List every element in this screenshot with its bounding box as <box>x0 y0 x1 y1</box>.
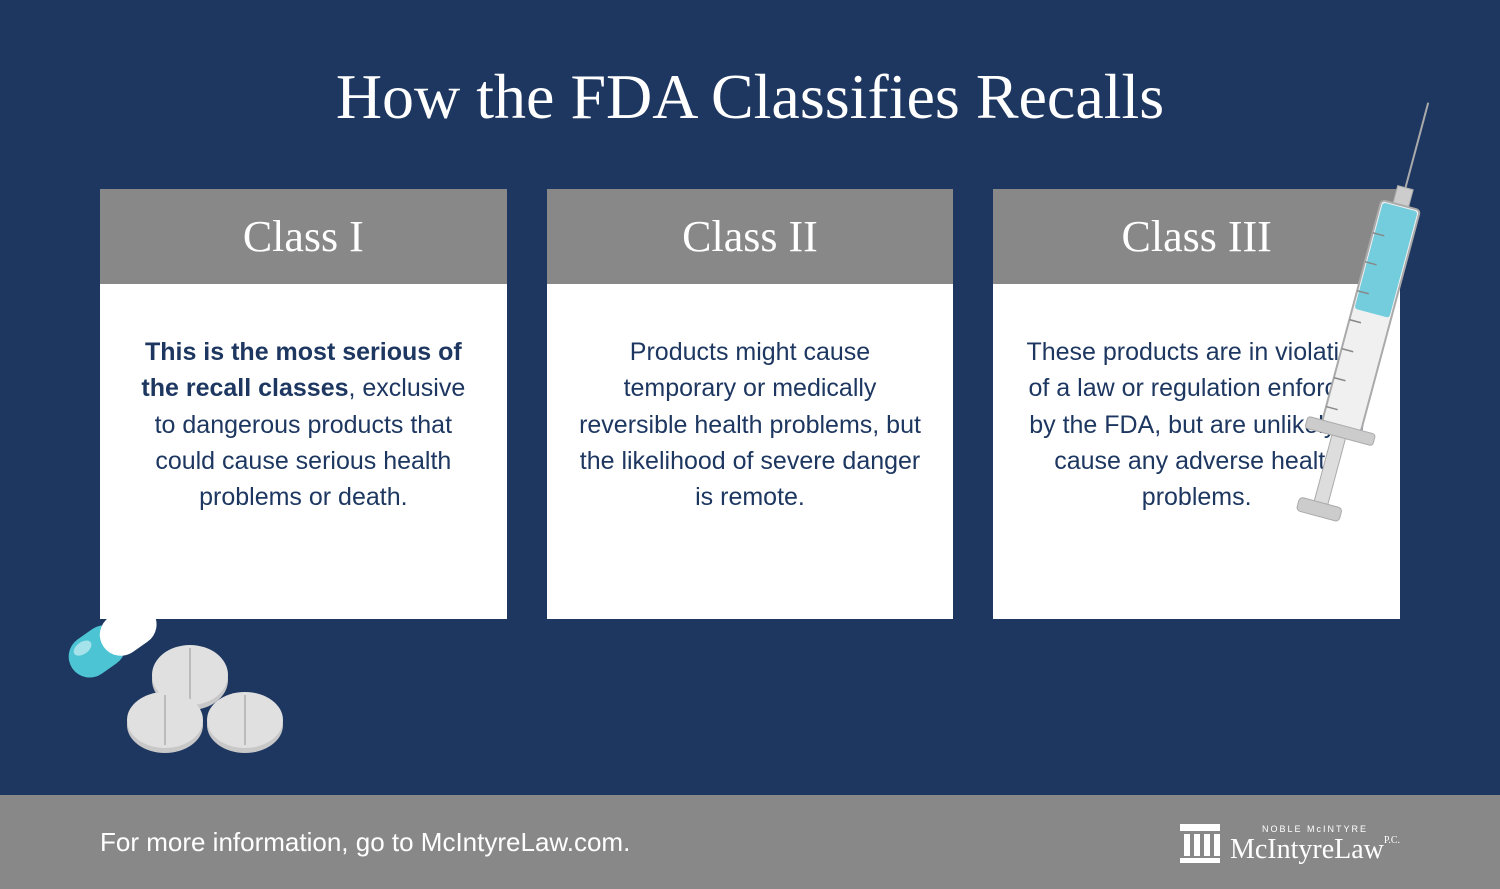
footer-bar: For more information, go to McIntyreLaw.… <box>0 795 1500 889</box>
brand-logo: NOBLE McINTYRE McIntyreLawP.C. <box>1178 820 1400 864</box>
card-body-2: Products might cause temporary or medica… <box>547 284 954 619</box>
logo-suffix: P.C. <box>1384 835 1400 846</box>
card-text-3: These products are in violation of a law… <box>1026 338 1366 511</box>
page-title: How the FDA Classifies Recalls <box>100 60 1400 134</box>
card-body-3: These products are in violation of a law… <box>993 284 1400 619</box>
card-class-3: Class III These products are in violatio… <box>993 189 1400 619</box>
pillar-icon <box>1178 820 1222 864</box>
logo-text: NOBLE McINTYRE McIntyreLawP.C. <box>1230 825 1400 864</box>
logo-main-text: McIntyreLaw <box>1230 834 1384 865</box>
footer-text: For more information, go to McIntyreLaw.… <box>100 827 630 858</box>
logo-main: McIntyreLawP.C. <box>1230 836 1400 864</box>
logo-top: NOBLE McINTYRE <box>1230 825 1400 834</box>
card-class-1: Class I This is the most serious of the … <box>100 189 507 619</box>
card-header-3: Class III <box>993 189 1400 284</box>
main-panel: How the FDA Classifies Recalls Class I T… <box>0 0 1500 795</box>
cards-row: Class I This is the most serious of the … <box>100 189 1400 619</box>
card-text-2: Products might cause temporary or medica… <box>579 338 921 511</box>
card-body-1: This is the most serious of the recall c… <box>100 284 507 619</box>
card-header-1: Class I <box>100 189 507 284</box>
card-class-2: Class II Products might cause temporary … <box>547 189 954 619</box>
card-header-2: Class II <box>547 189 954 284</box>
